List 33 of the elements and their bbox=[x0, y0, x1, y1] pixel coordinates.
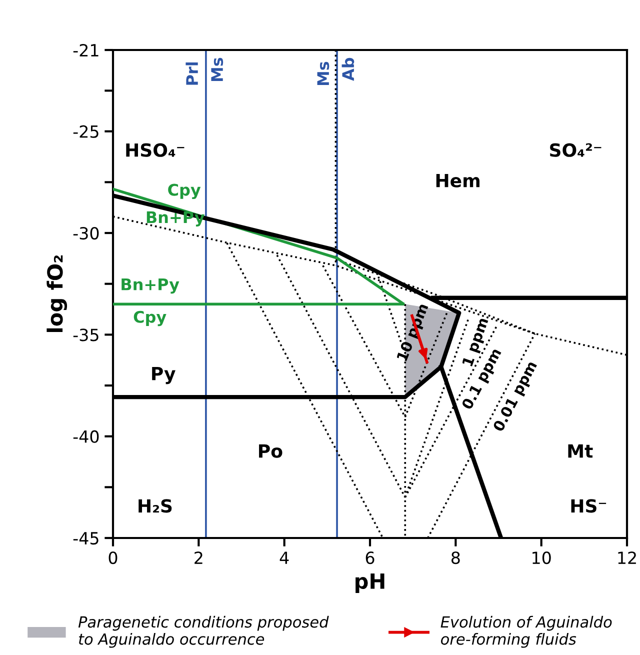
x-tick-label: 4 bbox=[280, 552, 289, 564]
annotation: Ab bbox=[342, 58, 354, 81]
y-tick-label: -40 bbox=[73, 430, 99, 443]
annotation: Cpy bbox=[168, 184, 201, 200]
annotation: Mt bbox=[568, 444, 593, 458]
x-tick-label: 2 bbox=[194, 551, 202, 564]
x-axis-title: pH bbox=[356, 574, 384, 594]
x-tick-label: 8 bbox=[451, 551, 460, 564]
annotation: Ms bbox=[211, 58, 224, 82]
y-tick-label: -35 bbox=[73, 328, 98, 342]
x-tick-label: 0 bbox=[108, 551, 118, 564]
annotation: Bn+Py bbox=[122, 278, 180, 294]
ref-line-label: Prl bbox=[186, 62, 198, 85]
y-axis-title: log fO₂ bbox=[46, 255, 68, 332]
ref-line-label: Ms bbox=[317, 62, 330, 86]
annotation: Po bbox=[259, 444, 282, 458]
annotation: SO₄²⁻ bbox=[550, 143, 602, 157]
annotation: HSO₄⁻ bbox=[126, 143, 184, 157]
x-tick-label: 6 bbox=[366, 551, 374, 564]
annotation: H₂S bbox=[138, 499, 172, 513]
annotation: Py bbox=[152, 367, 176, 384]
annotation: Cpy bbox=[134, 310, 166, 326]
x-tick-label: 12 bbox=[618, 551, 636, 564]
annotation: Hem bbox=[436, 174, 480, 188]
annotation: Bn+Py bbox=[146, 211, 204, 226]
y-tick-label: -21 bbox=[73, 44, 98, 56]
x-tick-label: 10 bbox=[532, 551, 551, 564]
legend-label: Evolution of Aguinaldo ore-forming fluids bbox=[440, 616, 612, 648]
y-tick-label: -30 bbox=[73, 226, 99, 240]
legend-label: Paragenetic conditions proposed to Aguinaldo occurrence bbox=[78, 616, 329, 648]
y-tick-label: -25 bbox=[73, 125, 98, 138]
annotation: HS⁻ bbox=[571, 499, 606, 513]
y-tick-label: -45 bbox=[73, 532, 98, 545]
